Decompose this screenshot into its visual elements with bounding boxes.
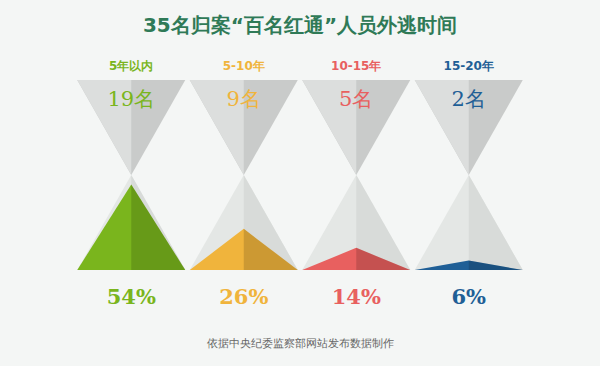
- svg-text:15-20年: 15-20年: [444, 59, 494, 73]
- svg-text:2名: 2名: [452, 87, 486, 111]
- svg-text:5-10年: 5-10年: [223, 59, 265, 73]
- html-text:依据中央纪委监察部网站发布数据制作: 依据中央纪委监察部网站发布数据制作: [206, 337, 394, 350]
- svg-text:5年以内: 5年以内: [109, 59, 153, 73]
- svg-text:26%: 26%: [219, 284, 268, 309]
- svg-text:5名: 5名: [339, 87, 373, 111]
- svg-text:6%: 6%: [451, 284, 486, 309]
- svg-text:19名: 19名: [107, 87, 155, 111]
- html-text:35名归案“百名红通”人员外逃时间: 35名归案“百名红通”人员外逃时间: [142, 13, 458, 37]
- svg-text:54%: 54%: [107, 284, 156, 309]
- svg-text:14%: 14%: [332, 284, 381, 309]
- svg-text:10-15年: 10-15年: [331, 59, 381, 73]
- svg-text:9名: 9名: [227, 87, 261, 111]
